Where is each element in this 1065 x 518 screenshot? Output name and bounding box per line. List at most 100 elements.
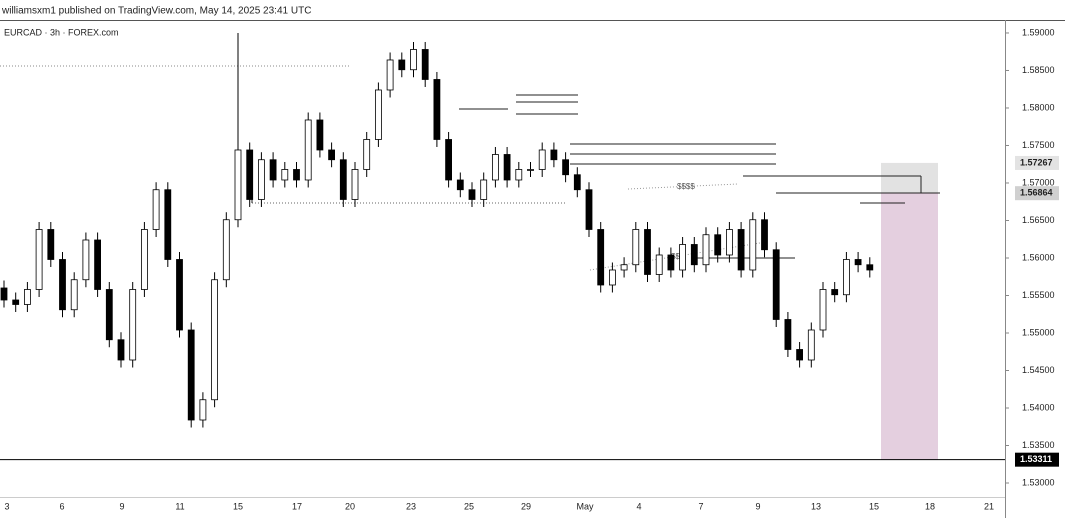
candle-body — [456, 179, 464, 191]
y-tick-label: 1.58000 — [1022, 102, 1055, 112]
candle-body — [854, 259, 862, 266]
y-tick-label: 1.54500 — [1022, 365, 1055, 375]
candle-body — [562, 159, 569, 176]
symbol-title: EURCAD · 3h · FOREX.com — [4, 27, 119, 37]
candle-body — [339, 159, 347, 200]
header: williamsxm1 published on TradingView.com… — [1, 6, 311, 17]
x-tick-label: 9 — [119, 501, 124, 511]
candle-body — [866, 264, 874, 271]
x-tick-label: 11 — [175, 501, 184, 511]
candle-body — [421, 49, 429, 80]
x-tick-label: 25 — [464, 501, 474, 511]
candle-body — [281, 169, 289, 181]
candle-body — [807, 329, 815, 361]
candle-body — [527, 169, 534, 171]
y-tick-label: 1.58500 — [1022, 65, 1055, 75]
x-tick-label: 15 — [869, 501, 879, 511]
candle-body — [363, 139, 371, 170]
x-tick-label: 9 — [755, 501, 760, 511]
candle-body — [620, 264, 628, 271]
candle-body — [211, 279, 219, 401]
candle-body — [246, 149, 254, 200]
price-tag — [1015, 452, 1059, 467]
candle-body — [597, 229, 605, 286]
candle-body — [164, 189, 172, 260]
candle-body — [398, 59, 406, 71]
candle-body — [550, 149, 558, 161]
candle-body — [480, 179, 488, 200]
x-tick-label: 6 — [59, 501, 64, 511]
candle-body — [761, 219, 768, 251]
candle-body — [269, 159, 277, 181]
candle-body — [655, 254, 663, 275]
candle-body — [82, 239, 90, 281]
candle-body — [491, 154, 499, 181]
candle-body — [374, 89, 382, 140]
y-tick-label: 1.53000 — [1022, 477, 1055, 487]
candle-body — [47, 229, 55, 260]
candle-body — [328, 149, 336, 161]
candle-body — [585, 189, 593, 230]
candle-body — [702, 234, 710, 266]
candle-body — [573, 174, 581, 191]
candle-body — [772, 249, 780, 320]
candle-body — [316, 119, 324, 151]
candle-body — [12, 299, 20, 305]
candle-body — [749, 219, 757, 271]
candle-body — [152, 189, 160, 230]
candle-body — [819, 289, 827, 331]
y-tick-label: 1.57500 — [1022, 140, 1055, 150]
candle-body — [410, 49, 417, 71]
candle-body — [609, 269, 616, 286]
x-tick-label: May — [576, 501, 594, 511]
candle-body — [445, 139, 453, 181]
y-tick-label: 1.56500 — [1022, 215, 1055, 225]
candle-body — [94, 239, 101, 290]
y-tick-label: 1.55000 — [1022, 327, 1055, 337]
x-tick-label: 15 — [233, 501, 243, 511]
x-tick-label: 29 — [521, 501, 531, 511]
candle-body — [176, 259, 183, 331]
candle-body — [784, 319, 792, 350]
price-tag — [1015, 186, 1059, 201]
candle-body — [59, 259, 66, 311]
zone-top — [881, 162, 938, 194]
candle-body — [140, 229, 148, 290]
x-tick-label: 17 — [292, 501, 302, 511]
price-tag-label: 1.57267 — [1020, 157, 1053, 167]
x-tick-label: 23 — [406, 501, 416, 511]
candle-body — [538, 149, 546, 170]
target-zone — [881, 162, 938, 460]
candle-body — [468, 189, 476, 200]
candle-body — [23, 289, 31, 305]
candle-body — [70, 279, 78, 311]
candle-body — [632, 229, 640, 266]
x-tick-label: 3 — [4, 501, 9, 511]
y-tick-label: 1.56000 — [1022, 252, 1055, 262]
candle-body — [117, 339, 125, 361]
candle-body — [187, 329, 195, 421]
candle-body — [222, 219, 230, 281]
price-tag — [1015, 155, 1059, 170]
y-tick-label: 1.57000 — [1022, 177, 1055, 187]
x-tick-label: 18 — [925, 501, 935, 511]
y-tick-label: 1.54000 — [1022, 402, 1055, 412]
candle-body — [351, 169, 359, 200]
candle-body — [386, 59, 394, 91]
x-tick-label: 13 — [811, 501, 821, 511]
candle-body — [129, 289, 137, 361]
candle-body — [503, 154, 511, 181]
drawings — [0, 65, 940, 271]
x-tick-label: 7 — [698, 501, 703, 511]
price-tag-label: 1.53311 — [1020, 454, 1052, 464]
candle-body — [679, 244, 686, 271]
candle-body — [690, 244, 698, 266]
x-tick-label: 20 — [345, 501, 355, 511]
price-tag-label: 1.56864 — [1020, 188, 1053, 198]
candle-body — [234, 149, 242, 221]
trend-line — [627, 183, 739, 190]
candle-body — [726, 229, 733, 256]
x-tick-label: 4 — [636, 501, 641, 511]
y-tick-label: 1.59000 — [1022, 27, 1055, 37]
candle-body — [644, 229, 651, 275]
